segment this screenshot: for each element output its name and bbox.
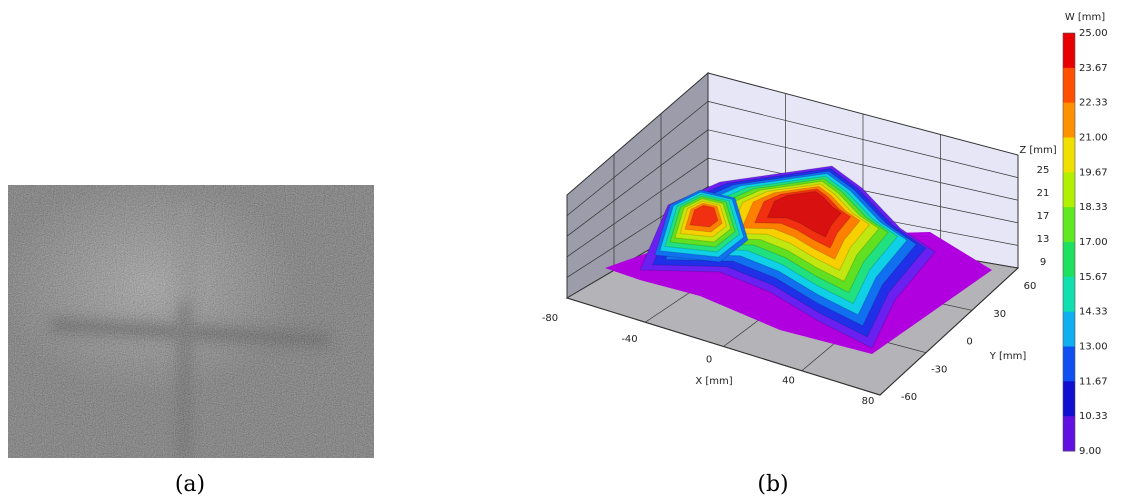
colorbar-tick-label: 18.33: [1079, 202, 1108, 213]
tick-label: -30: [931, 364, 947, 375]
grid-line: [707, 129, 1019, 201]
tick-label: 40: [782, 375, 795, 386]
tick-label: -40: [621, 334, 637, 345]
y-axis-label: Y [mm]: [989, 351, 1027, 362]
colorbar-tick-label: 15.67: [1079, 272, 1108, 283]
colorbar-tick-label: 25.00: [1079, 28, 1108, 39]
colorbar-band: [1063, 381, 1075, 417]
z-axis-label: Z [mm]: [1019, 145, 1056, 156]
surface-band: [766, 190, 842, 238]
tick-label: -60: [901, 392, 917, 403]
tick-label: 9: [1040, 257, 1046, 268]
grid-line: [566, 129, 709, 237]
colorbar-band: [1063, 33, 1075, 69]
box-edge: [566, 195, 1019, 396]
colorbar-tick-label: 13.00: [1079, 342, 1108, 353]
tick-label: 25: [1037, 165, 1050, 176]
colorbar-band: [1063, 242, 1075, 278]
colorbar-band: [1063, 276, 1075, 313]
colorbar-tick-label: 22.33: [1079, 98, 1108, 109]
tick-label: 60: [1024, 281, 1037, 292]
colorbar-tick-label: 17.00: [1079, 237, 1108, 248]
tick-label: -80: [542, 313, 558, 324]
grid-line: [566, 101, 709, 216]
tick-label: 13: [1037, 234, 1050, 245]
colorbar-band: [1063, 137, 1075, 173]
colorbar-label: W [mm]: [1065, 12, 1105, 23]
photo: [8, 185, 374, 458]
colorbar-tick-label: 10.33: [1079, 411, 1108, 422]
colorbar-band: [1063, 311, 1075, 347]
colorbar-band: [1063, 102, 1075, 138]
colorbar-band: [1063, 67, 1075, 104]
colorbar-tick-label: 9.00: [1079, 446, 1101, 457]
colorbar-band: [1063, 172, 1075, 208]
colorbar-tick-label: 21.00: [1079, 133, 1108, 144]
tick-label: 17: [1037, 211, 1050, 222]
colorbar-band: [1063, 346, 1075, 382]
colorbar-band: [1063, 416, 1075, 452]
colorbar-tick-label: 23.67: [1079, 63, 1108, 74]
colorbar-tick-label: 14.33: [1079, 307, 1108, 318]
colorbar-tick-label: 11.67: [1079, 376, 1108, 387]
tick-label: 21: [1037, 188, 1050, 199]
tick-label: 80: [862, 396, 875, 407]
caption: (b): [757, 472, 788, 497]
colorbar-band: [1063, 207, 1075, 243]
caption: (a): [175, 472, 205, 497]
tick-label: 0: [966, 337, 972, 348]
colorbar-tick-label: 19.67: [1079, 167, 1108, 178]
x-axis-label: X [mm]: [695, 376, 732, 387]
surface: [605, 165, 992, 354]
grid-line: [566, 157, 709, 258]
colorbar-frame: [1062, 32, 1076, 452]
surface-band: [689, 204, 719, 228]
grid-line: [707, 101, 1019, 178]
tick-label: 0: [706, 355, 712, 366]
tick-label: 30: [993, 309, 1006, 320]
